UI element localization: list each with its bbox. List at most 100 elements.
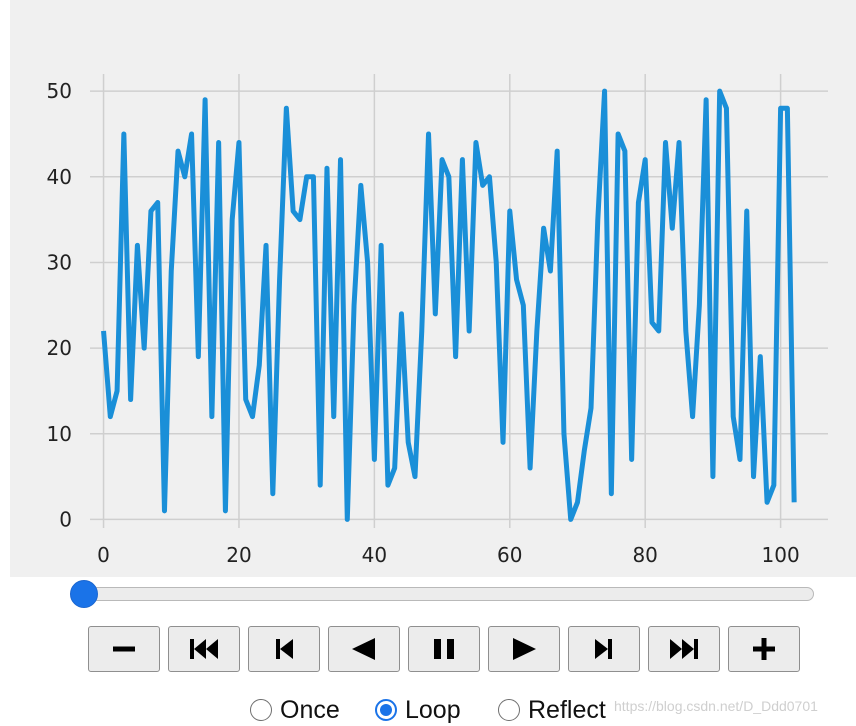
data-point <box>209 414 214 419</box>
slider-track[interactable] <box>82 587 814 601</box>
play-icon <box>513 638 536 660</box>
data-point <box>318 483 323 488</box>
first-frame-button[interactable] <box>168 626 240 672</box>
x-tick-label: 100 <box>762 543 800 567</box>
data-point <box>582 448 587 453</box>
data-point <box>446 174 451 179</box>
data-point <box>717 89 722 94</box>
step-back-icon <box>276 639 293 659</box>
data-point <box>142 346 147 351</box>
data-point <box>304 174 309 179</box>
skip-to-end-icon <box>670 639 698 659</box>
data-point <box>792 500 797 505</box>
data-point <box>765 500 770 505</box>
data-point <box>528 466 533 471</box>
last-frame-button[interactable] <box>648 626 720 672</box>
mode-once[interactable]: Once <box>250 694 340 726</box>
data-point <box>778 106 783 111</box>
faster-button[interactable] <box>728 626 800 672</box>
pause-button[interactable] <box>408 626 480 672</box>
data-point <box>196 354 201 359</box>
data-point <box>169 269 174 274</box>
data-point <box>372 457 377 462</box>
data-point <box>575 500 580 505</box>
frame-slider[interactable] <box>70 580 816 608</box>
data-point <box>473 140 478 145</box>
mode-loop[interactable]: Loop <box>375 694 461 726</box>
data-point <box>758 354 763 359</box>
data-point <box>609 491 614 496</box>
slower-button[interactable] <box>88 626 160 672</box>
data-point <box>771 483 776 488</box>
data-point <box>297 217 302 222</box>
slider-thumb[interactable] <box>70 580 98 608</box>
skip-to-start-icon <box>190 639 218 659</box>
data-point <box>561 431 566 436</box>
data-point <box>683 328 688 333</box>
data-point <box>182 174 187 179</box>
previous-frame-button[interactable] <box>248 626 320 672</box>
data-point <box>230 217 235 222</box>
once-radio[interactable] <box>250 699 272 721</box>
data-point <box>189 131 194 136</box>
data-point <box>365 260 370 265</box>
data-point <box>291 209 296 214</box>
data-point <box>622 149 627 154</box>
data-point <box>704 97 709 102</box>
series-line <box>101 88 797 522</box>
data-point <box>121 131 126 136</box>
play-reverse-button[interactable] <box>328 626 400 672</box>
pause-icon <box>434 639 454 659</box>
data-point <box>264 243 269 248</box>
data-point <box>243 397 248 402</box>
x-tick-label: 20 <box>226 543 251 567</box>
step-forward-icon <box>595 639 612 659</box>
data-point <box>176 149 181 154</box>
reflect-radio[interactable] <box>498 699 520 721</box>
data-point <box>453 354 458 359</box>
data-point <box>236 140 241 145</box>
data-point <box>744 209 749 214</box>
data-point <box>101 328 106 333</box>
data-point <box>656 328 661 333</box>
data-point <box>555 149 560 154</box>
data-point <box>514 277 519 282</box>
loop-radio[interactable] <box>375 699 397 721</box>
data-point <box>643 157 648 162</box>
data-point <box>480 183 485 188</box>
data-point <box>277 277 282 282</box>
data-point <box>649 320 654 325</box>
data-point <box>663 140 668 145</box>
data-point <box>460 157 465 162</box>
data-point <box>223 508 228 513</box>
data-point <box>487 174 492 179</box>
data-point <box>710 474 715 479</box>
line-chart: 0 20 40 60 80 100 0 10 20 30 40 50 <box>47 74 828 567</box>
data-point <box>602 89 607 94</box>
play-button[interactable] <box>488 626 560 672</box>
x-tick-label: 0 <box>97 543 110 567</box>
data-point <box>737 457 742 462</box>
data-point <box>751 474 756 479</box>
data-point <box>406 440 411 445</box>
data-point <box>548 269 553 274</box>
next-frame-button[interactable] <box>568 626 640 672</box>
x-tick-label: 40 <box>362 543 387 567</box>
watermark-text: https://blog.csdn.net/D_Ddd0701 <box>614 698 818 714</box>
data-point <box>731 414 736 419</box>
x-tick-label: 60 <box>497 543 522 567</box>
mode-reflect[interactable]: Reflect <box>498 694 606 726</box>
data-point <box>629 457 634 462</box>
y-tick-label: 10 <box>47 422 72 446</box>
data-point <box>501 440 506 445</box>
data-point <box>412 474 417 479</box>
data-point <box>284 106 289 111</box>
data-point <box>399 311 404 316</box>
data-point <box>379 243 384 248</box>
data-point <box>352 303 357 308</box>
data-point <box>636 200 641 205</box>
x-tick-label: 80 <box>632 543 657 567</box>
data-point <box>521 303 526 308</box>
data-point <box>385 483 390 488</box>
data-point <box>345 517 350 522</box>
